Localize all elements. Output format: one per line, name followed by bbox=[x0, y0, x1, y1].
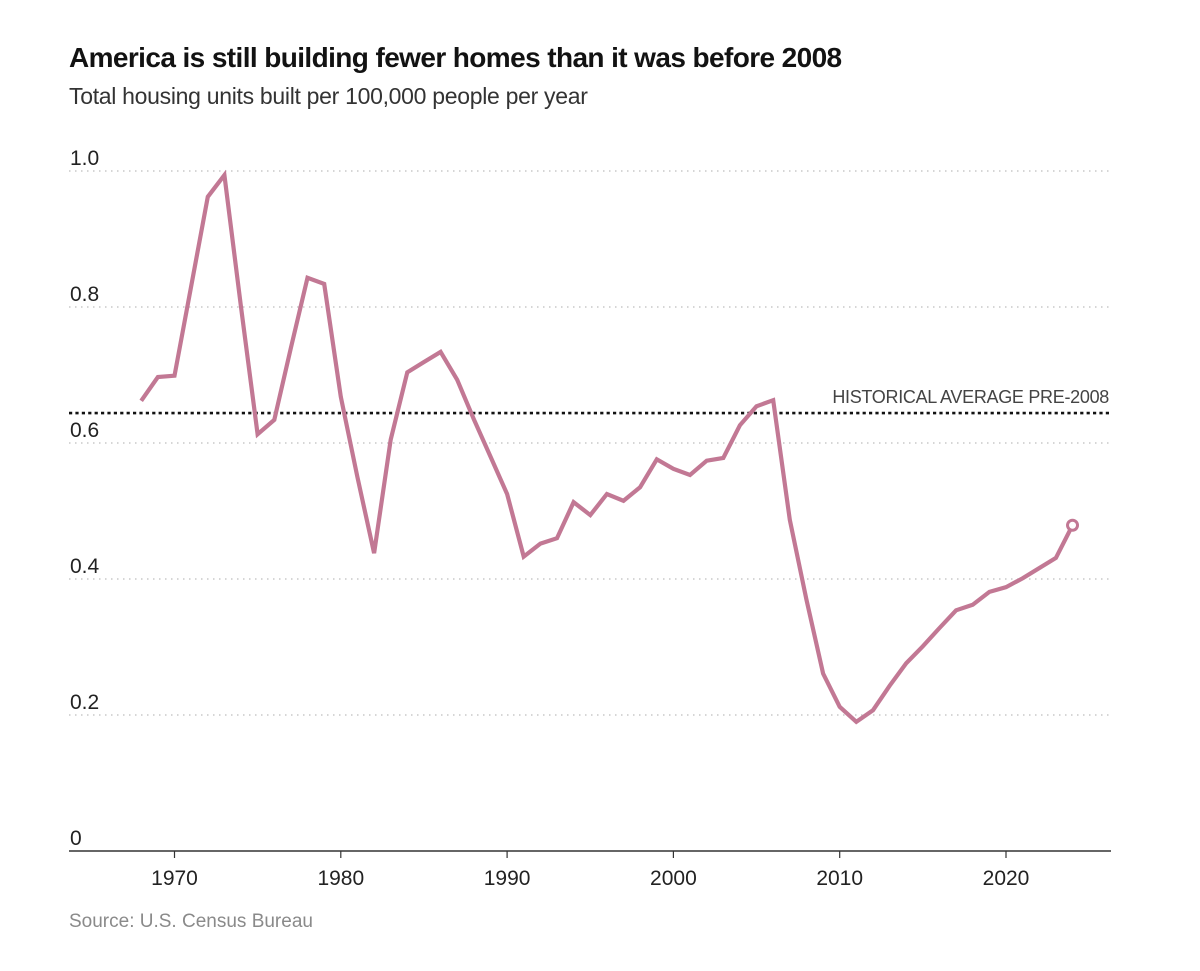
x-tick-label: 2020 bbox=[983, 867, 1030, 890]
y-tick-label: 0.4 bbox=[70, 555, 100, 578]
y-tick-label: 0.2 bbox=[70, 691, 99, 714]
data-point bbox=[289, 346, 293, 350]
reference-line-label: HISTORICAL AVERAGE PRE-2008 bbox=[832, 387, 1109, 407]
data-point bbox=[488, 455, 492, 459]
x-tick-label: 2000 bbox=[650, 867, 697, 890]
data-point bbox=[638, 485, 642, 489]
data-point bbox=[206, 195, 210, 199]
data-point bbox=[588, 513, 592, 517]
data-point bbox=[505, 492, 509, 496]
data-point bbox=[655, 457, 659, 461]
data-point bbox=[189, 285, 193, 289]
data-point bbox=[937, 626, 941, 630]
data-point bbox=[904, 661, 908, 665]
data-point bbox=[888, 684, 892, 688]
data-point bbox=[322, 282, 326, 286]
y-tick-label: 1.0 bbox=[70, 147, 99, 170]
data-point bbox=[971, 603, 975, 607]
data-point bbox=[538, 542, 542, 546]
data-point bbox=[871, 708, 875, 712]
data-point bbox=[405, 370, 409, 374]
data-point bbox=[854, 720, 858, 724]
data-point bbox=[954, 608, 958, 612]
data-point bbox=[239, 305, 243, 309]
data-point bbox=[222, 173, 226, 177]
data-point bbox=[455, 378, 459, 382]
data-point bbox=[1054, 556, 1058, 560]
data-point bbox=[156, 375, 160, 379]
data-point bbox=[755, 404, 759, 408]
data-point bbox=[472, 417, 476, 421]
data-point bbox=[622, 499, 626, 503]
y-tick-label: 0.6 bbox=[70, 419, 99, 442]
data-point bbox=[389, 438, 393, 442]
series-line bbox=[139, 169, 1075, 725]
data-point bbox=[572, 500, 576, 504]
data-point bbox=[821, 672, 825, 676]
x-tick-label: 1990 bbox=[484, 867, 531, 890]
data-point bbox=[372, 551, 376, 555]
x-tick-label: 1970 bbox=[151, 867, 198, 890]
data-point bbox=[256, 432, 260, 436]
data-point bbox=[139, 399, 143, 403]
data-point bbox=[1021, 576, 1025, 580]
data-point bbox=[439, 350, 443, 354]
data-point bbox=[921, 644, 925, 648]
data-point bbox=[173, 374, 177, 378]
y-tick-label: 0 bbox=[70, 827, 82, 850]
chart-title: America is still building fewer homes th… bbox=[69, 42, 842, 73]
data-point bbox=[1004, 585, 1008, 589]
data-point bbox=[771, 398, 775, 402]
data-point bbox=[306, 276, 310, 280]
data-point bbox=[339, 395, 343, 399]
data-point bbox=[355, 475, 359, 479]
data-point bbox=[804, 597, 808, 601]
gridlines bbox=[69, 170, 1111, 716]
data-point bbox=[705, 459, 709, 463]
chart-subtitle: Total housing units built per 100,000 pe… bbox=[69, 83, 588, 109]
data-point bbox=[738, 423, 742, 427]
data-point bbox=[671, 467, 675, 471]
data-point bbox=[605, 492, 609, 496]
data-point bbox=[522, 555, 526, 559]
y-tick-label: 0.8 bbox=[70, 283, 99, 306]
x-axis: 1970 1980 1990 2000 2010 2020 bbox=[69, 850, 1111, 890]
data-point bbox=[788, 518, 792, 522]
data-point bbox=[721, 456, 725, 460]
series-group bbox=[139, 169, 1080, 725]
x-tick-label: 1980 bbox=[317, 867, 364, 890]
end-point-marker bbox=[1066, 518, 1080, 532]
data-point bbox=[838, 705, 842, 709]
data-point bbox=[422, 360, 426, 364]
reference-line-group: HISTORICAL AVERAGE PRE-2008 bbox=[69, 387, 1111, 415]
source-note: Source: U.S. Census Bureau bbox=[69, 911, 313, 932]
x-tick-label: 2010 bbox=[816, 867, 863, 890]
data-point bbox=[688, 473, 692, 477]
data-point bbox=[555, 536, 559, 540]
y-axis: 0 0.2 0.4 0.6 0.8 1.0 bbox=[70, 147, 100, 850]
data-point bbox=[272, 418, 276, 422]
data-point bbox=[1037, 566, 1041, 570]
data-point bbox=[987, 590, 991, 594]
